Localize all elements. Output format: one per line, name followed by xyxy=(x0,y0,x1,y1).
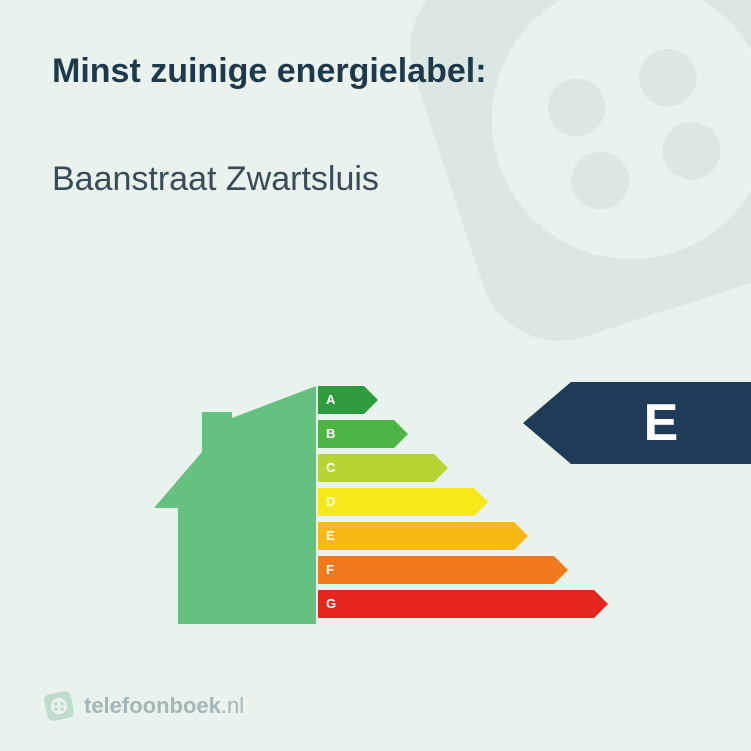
energy-bar-label: C xyxy=(326,454,335,482)
energy-bar-label: B xyxy=(326,420,335,448)
energy-bar-shape xyxy=(318,590,608,618)
telefoonboek-logo-icon xyxy=(44,691,74,721)
energy-bar-shape xyxy=(318,522,528,550)
footer-brand: telefoonboek.nl xyxy=(84,693,244,719)
location-name: Baanstraat Zwartsluis xyxy=(52,160,379,199)
selected-label-letter: E xyxy=(571,382,751,464)
footer-brand-light: .nl xyxy=(221,693,244,718)
page-title: Minst zuinige energielabel: xyxy=(52,52,487,91)
energy-bar-label: D xyxy=(326,488,335,516)
energy-bar-label: G xyxy=(326,590,336,618)
footer: telefoonboek.nl xyxy=(44,691,244,721)
house-icon xyxy=(154,368,334,628)
energy-bar-shape xyxy=(318,556,568,584)
energy-bar-shape xyxy=(318,454,448,482)
energy-bar-label: E xyxy=(326,522,335,550)
energy-bar-d: D xyxy=(318,488,618,516)
energy-bar-e: E xyxy=(318,522,618,550)
energy-bar-label: A xyxy=(326,386,335,414)
energy-bar-label: F xyxy=(326,556,334,584)
energy-bar-f: F xyxy=(318,556,618,584)
footer-brand-bold: telefoonboek xyxy=(84,693,221,718)
energy-bar-shape xyxy=(318,488,488,516)
energy-bar-g: G xyxy=(318,590,618,618)
